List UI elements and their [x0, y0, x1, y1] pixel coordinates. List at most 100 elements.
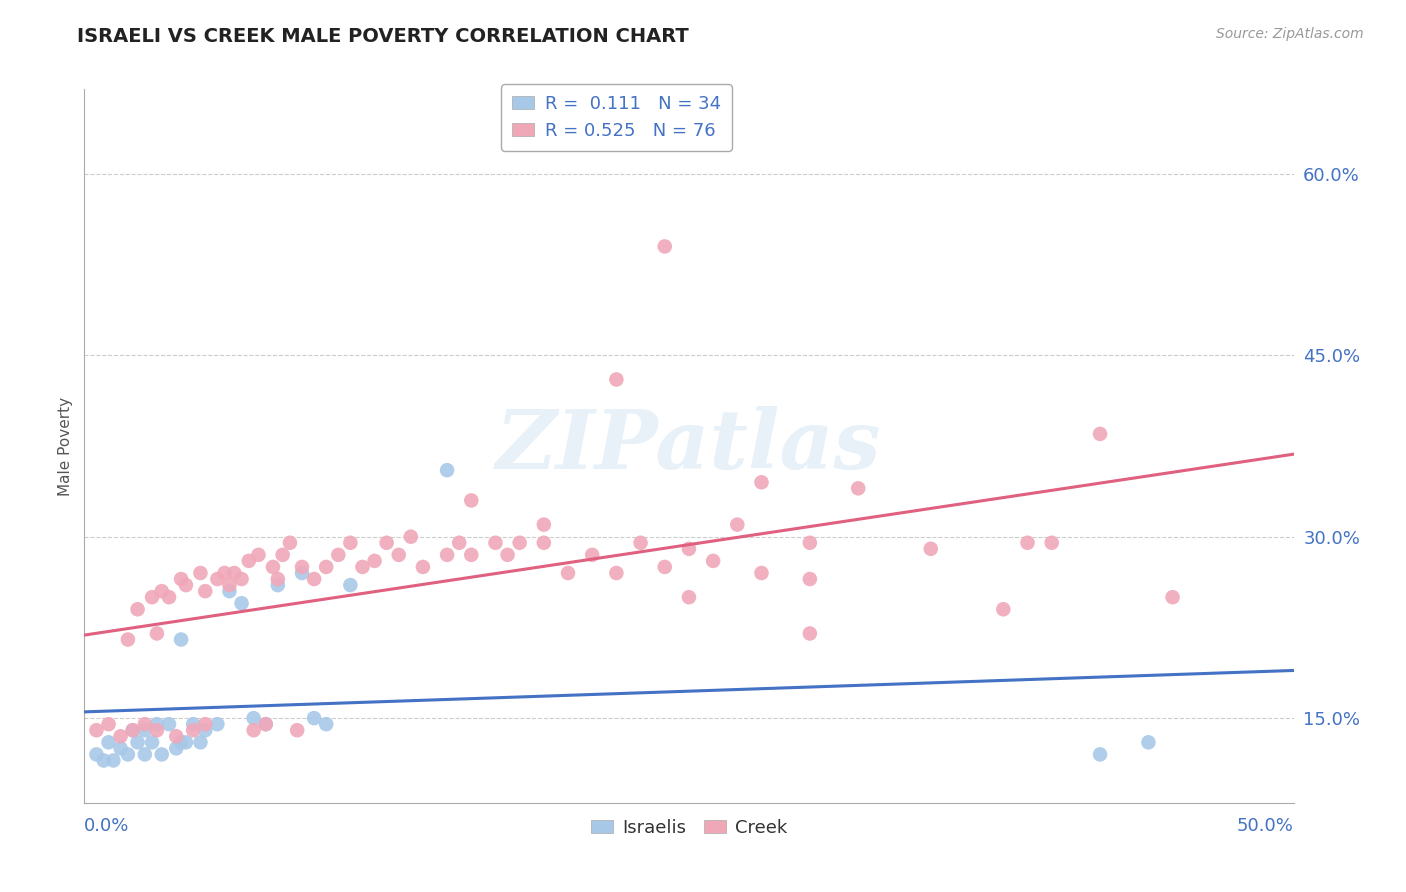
Point [181, 723, 204, 738]
Point [291, 566, 314, 580]
Point [654, 239, 676, 253]
Text: Source: ZipAtlas.com: Source: ZipAtlas.com [1216, 27, 1364, 41]
Point [121, 723, 143, 738]
Point [1088, 747, 1111, 762]
Point [630, 535, 652, 549]
Point [605, 372, 627, 386]
Text: ZIPatlas: ZIPatlas [496, 406, 882, 486]
Point [141, 590, 163, 604]
Point [117, 632, 139, 647]
Point [702, 554, 724, 568]
Point [165, 729, 187, 743]
Point [436, 463, 458, 477]
Point [484, 535, 506, 549]
Point [315, 560, 337, 574]
Point [285, 723, 308, 738]
Point [170, 735, 193, 749]
Point [533, 535, 555, 549]
Point [920, 541, 942, 556]
Point [134, 747, 156, 762]
Point [399, 530, 422, 544]
Point [375, 535, 398, 549]
Point [146, 626, 169, 640]
Point [291, 560, 314, 574]
Point [436, 548, 458, 562]
Point [97, 717, 120, 731]
Point [247, 548, 270, 562]
Point [846, 481, 869, 495]
Point [134, 723, 156, 738]
Point [207, 572, 229, 586]
Point [315, 717, 337, 731]
Point [218, 584, 240, 599]
Point [242, 723, 264, 738]
Point [1040, 535, 1063, 549]
Point [224, 566, 246, 580]
Point [262, 560, 284, 574]
Point [1137, 735, 1160, 749]
Point [460, 493, 482, 508]
Point [271, 548, 294, 562]
Point [496, 548, 519, 562]
Point [725, 517, 748, 532]
Point [97, 735, 120, 749]
Point [134, 717, 156, 731]
Point [302, 711, 325, 725]
Point [218, 578, 240, 592]
Point [181, 717, 204, 731]
Text: 50.0%: 50.0% [1237, 817, 1294, 835]
Point [231, 572, 253, 586]
Point [150, 584, 173, 599]
Point [190, 735, 212, 749]
Point [150, 747, 173, 762]
Point [141, 735, 163, 749]
Point [117, 747, 139, 762]
Point [339, 535, 361, 549]
Point [194, 723, 217, 738]
Point [238, 554, 260, 568]
Point [231, 596, 253, 610]
Point [157, 590, 180, 604]
Point [254, 717, 277, 731]
Point [388, 548, 411, 562]
Point [146, 723, 169, 738]
Point [242, 711, 264, 725]
Point [678, 590, 700, 604]
Point [103, 754, 125, 768]
Point [121, 723, 143, 738]
Point [581, 548, 603, 562]
Point [339, 578, 361, 592]
Point [127, 602, 149, 616]
Point [678, 541, 700, 556]
Point [86, 747, 108, 762]
Point [86, 723, 108, 738]
Point [302, 572, 325, 586]
Legend: Israelis, Creek: Israelis, Creek [583, 812, 794, 844]
Point [174, 735, 197, 749]
Point [157, 717, 180, 731]
Point [654, 560, 676, 574]
Point [1088, 426, 1111, 441]
Point [170, 632, 193, 647]
Point [328, 548, 350, 562]
Point [146, 717, 169, 731]
Point [751, 566, 773, 580]
Point [352, 560, 374, 574]
Point [449, 535, 471, 549]
Point [557, 566, 579, 580]
Point [254, 717, 277, 731]
Point [799, 626, 821, 640]
Point [267, 572, 290, 586]
Point [190, 566, 212, 580]
Point [194, 584, 217, 599]
Point [799, 535, 821, 549]
Text: ISRAELI VS CREEK MALE POVERTY CORRELATION CHART: ISRAELI VS CREEK MALE POVERTY CORRELATIO… [77, 27, 689, 45]
Point [110, 729, 132, 743]
Point [174, 578, 197, 592]
Point [799, 572, 821, 586]
Point [127, 735, 149, 749]
Point [460, 548, 482, 562]
Point [509, 535, 531, 549]
Point [363, 554, 385, 568]
Point [993, 602, 1015, 616]
